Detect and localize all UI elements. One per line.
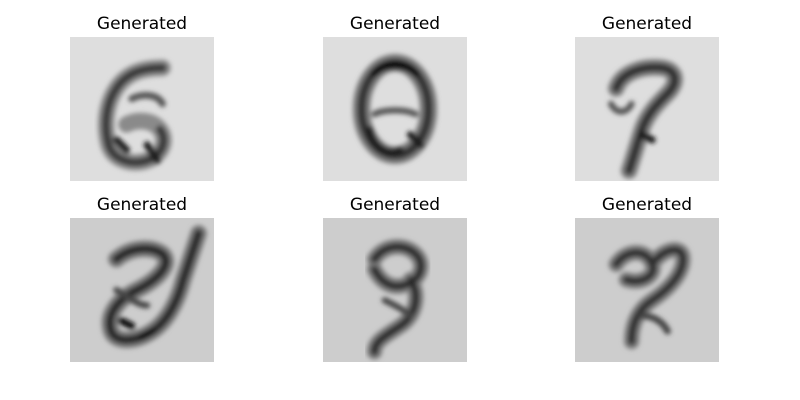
generated-sample-6: Generated (575, 194, 719, 362)
generated-digit-image (323, 37, 467, 181)
generated-sample-3: Generated (575, 13, 719, 181)
generated-digit-image (575, 37, 719, 181)
panel-title: Generated (601, 14, 693, 34)
generated-digit-image (575, 218, 719, 362)
panel-title: Generated (601, 195, 693, 215)
panel-title: Generated (349, 195, 441, 215)
generated-sample-1: Generated (70, 13, 214, 181)
generated-sample-4: Generated (70, 194, 214, 362)
generated-digit-image (70, 37, 214, 181)
panel-title: Generated (349, 14, 441, 34)
generated-sample-5: Generated (323, 194, 467, 362)
generated-digit-image (70, 218, 214, 362)
generated-digit-image (323, 218, 467, 362)
panel-title: Generated (96, 14, 188, 34)
panel-title: Generated (96, 195, 188, 215)
generated-sample-2: Generated (323, 13, 467, 181)
